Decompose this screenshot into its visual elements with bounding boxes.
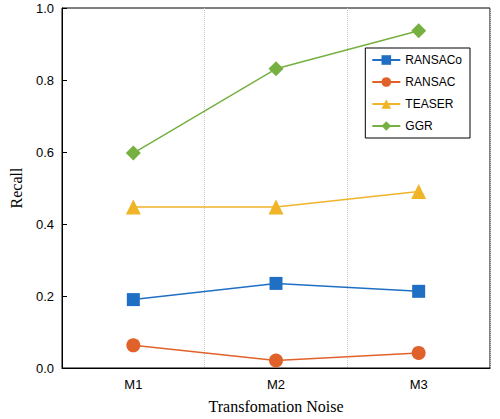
svg-text:1.0: 1.0: [36, 1, 54, 16]
svg-text:RANSAC: RANSAC: [405, 75, 455, 89]
svg-text:Recall: Recall: [8, 167, 25, 208]
svg-text:GGR: GGR: [405, 119, 433, 133]
svg-text:TEASER: TEASER: [405, 97, 453, 111]
svg-text:0.0: 0.0: [36, 361, 54, 376]
svg-text:M1: M1: [124, 377, 142, 392]
svg-text:Transfomation Noise: Transfomation Noise: [209, 398, 344, 415]
svg-text:0.2: 0.2: [36, 289, 54, 304]
svg-text:M2: M2: [267, 377, 285, 392]
svg-text:RANSACo: RANSACo: [405, 53, 462, 67]
svg-text:0.8: 0.8: [36, 73, 54, 88]
svg-text:M3: M3: [410, 377, 428, 392]
svg-text:0.4: 0.4: [36, 217, 54, 232]
svg-text:0.6: 0.6: [36, 145, 54, 160]
